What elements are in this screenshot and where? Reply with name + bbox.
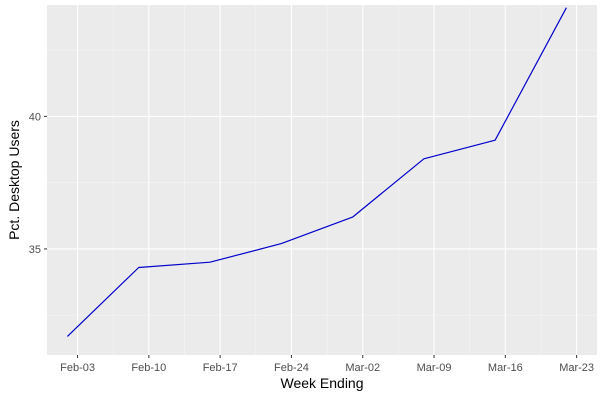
x-tick-label: Mar-09 (417, 362, 452, 374)
x-axis-title: Week Ending (280, 375, 363, 391)
plot-panel (47, 5, 597, 355)
x-tick-label: Mar-16 (488, 362, 523, 374)
y-axis-title: Pct. Desktop Users (6, 120, 22, 240)
x-tick-label: Mar-23 (559, 362, 594, 374)
x-tick-label: Mar-02 (345, 362, 380, 374)
y-tick-label: 35 (29, 244, 41, 256)
y-tick-label: 40 (29, 111, 41, 123)
x-tick-label: Feb-17 (203, 362, 238, 374)
x-tick-label: Feb-03 (60, 362, 95, 374)
x-tick-label: Feb-10 (131, 362, 166, 374)
x-tick-label: Feb-24 (274, 362, 309, 374)
